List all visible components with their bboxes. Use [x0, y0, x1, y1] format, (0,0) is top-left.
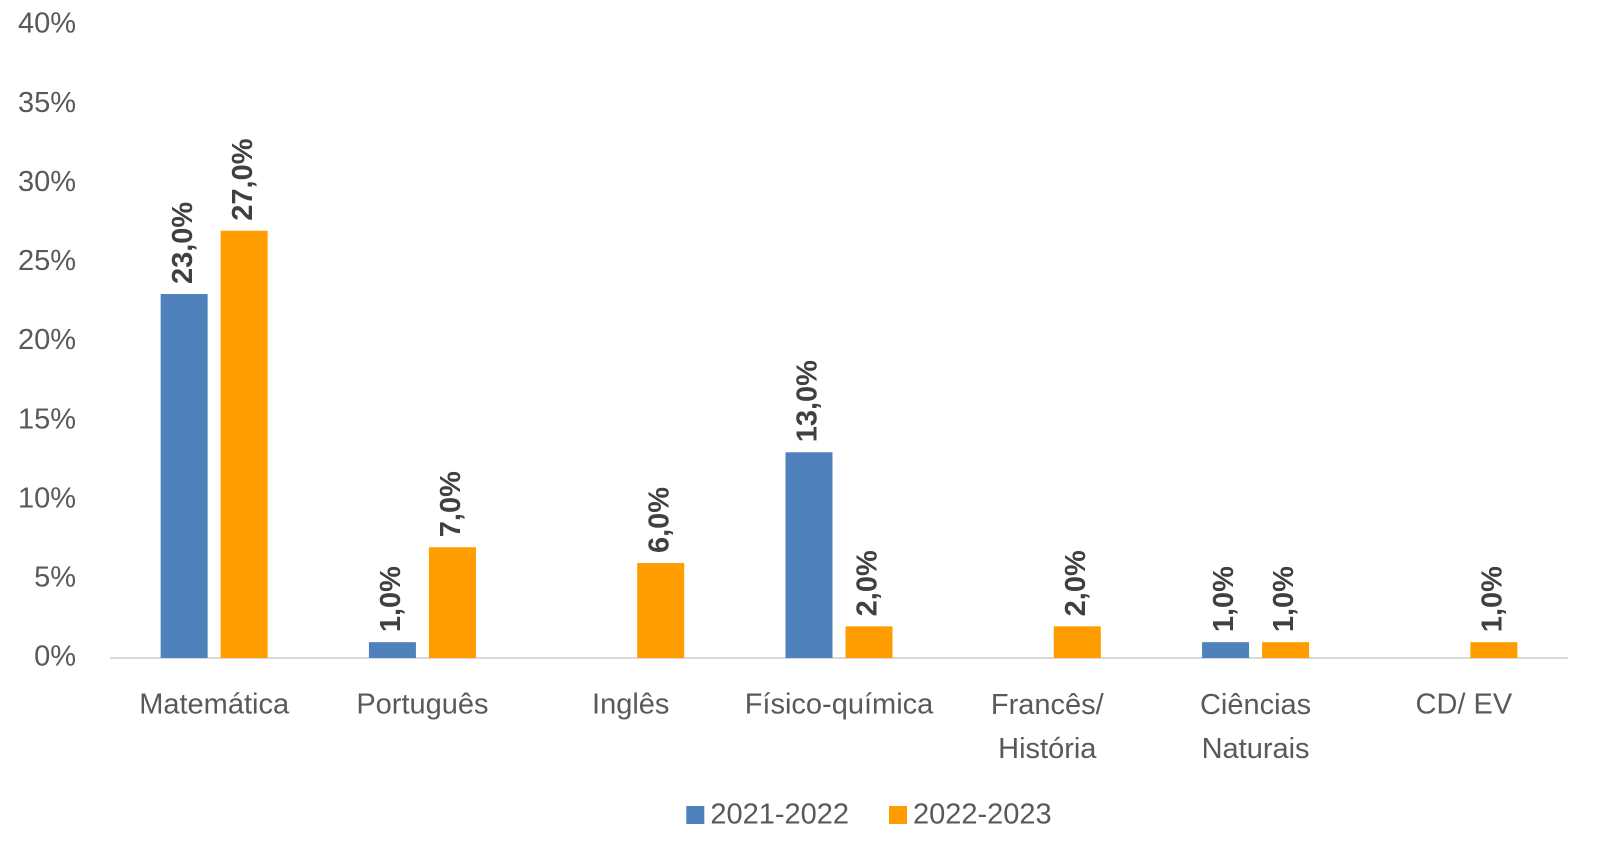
data-label: 1,0%	[1268, 566, 1300, 632]
x-tick-label: Matemática	[139, 689, 290, 721]
bar	[428, 547, 476, 658]
data-label: 7,0%	[435, 471, 467, 537]
x-tick-label: Inglês	[592, 689, 669, 721]
x-tick-label: Físico-química	[745, 689, 934, 721]
bar	[785, 452, 833, 658]
bar	[1262, 642, 1310, 658]
legend-swatch	[889, 806, 907, 824]
data-label: 27,0%	[227, 138, 259, 220]
y-tick-label: 0%	[34, 641, 76, 673]
x-tick-label: Francês/História	[991, 689, 1105, 765]
y-tick-label: 15%	[18, 403, 76, 435]
x-tick-label: CD/ EV	[1416, 689, 1513, 721]
bar	[220, 230, 268, 658]
bar	[1470, 642, 1518, 658]
y-tick-label: 30%	[18, 166, 76, 198]
data-label: 1,0%	[375, 566, 407, 632]
data-label: 13,0%	[792, 360, 824, 442]
y-tick-label: 10%	[18, 482, 76, 514]
bar	[368, 642, 416, 658]
bar	[637, 563, 685, 658]
data-label: 6,0%	[643, 487, 675, 553]
bar	[160, 294, 208, 658]
y-tick-label: 20%	[18, 324, 76, 356]
bar	[1053, 626, 1101, 658]
y-tick-label: 35%	[18, 87, 76, 119]
x-tick-label: Português	[356, 689, 488, 721]
data-label: 2,0%	[1060, 550, 1092, 616]
y-tick-label: 25%	[18, 245, 76, 277]
legend-label: 2021-2022	[710, 799, 849, 831]
x-tick-label: Ciências Naturais	[1200, 689, 1311, 765]
y-tick-label: 5%	[34, 562, 76, 594]
data-label: 1,0%	[1477, 566, 1509, 632]
data-label: 1,0%	[1208, 566, 1240, 632]
legend-swatch	[686, 806, 705, 824]
data-label: 2,0%	[852, 550, 884, 616]
data-label: 23,0%	[167, 202, 199, 284]
bar	[1202, 642, 1250, 658]
bar	[845, 626, 893, 658]
legend-label: 2022-2023	[913, 799, 1052, 831]
y-tick-label: 40%	[18, 8, 76, 40]
